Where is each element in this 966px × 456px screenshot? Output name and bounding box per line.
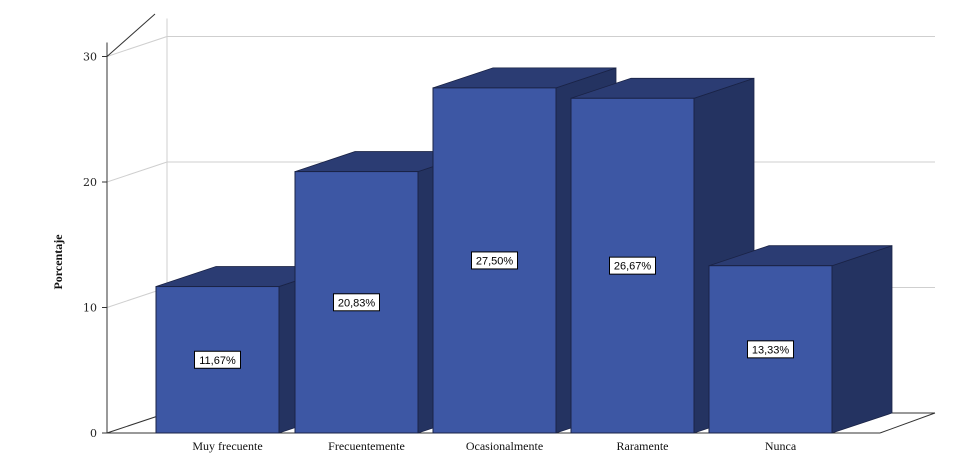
x-category-label: Raramente [617,439,669,453]
data-label: 11,67% [199,355,236,367]
data-label: 20,83% [338,297,376,309]
x-category-label: Muy frecuente [192,439,262,453]
y-tick-label: 20 [83,176,97,189]
y-tick-label: 0 [90,427,97,440]
data-label-box [609,256,656,275]
data-label-box [333,293,380,312]
grid-line-side [106,161,168,183]
data-label: 27,50% [476,255,514,267]
bars: 11,67% 20,83% 27,50% 26,67% 13,33% [155,67,893,434]
y-tick-label: 10 [83,302,97,315]
data-label-box [194,350,241,369]
y-tick-label: 30 [83,51,97,64]
y-axis-ticks: 0 10 20 30 [83,51,107,440]
bar: 13,33% [708,245,893,434]
bar-side-face [831,245,893,434]
floor-right-edge [879,412,936,434]
y-axis-label: Porcentaje [51,234,65,290]
top-diagonal [106,13,156,57]
x-axis-categories: Muy frecuente Frecuentemente Ocasionalment… [192,439,796,453]
data-label-box [747,340,794,359]
bar: 11,67% [155,265,340,434]
x-category-label: Ocasionalmente [466,439,543,453]
data-label: 13,33% [752,344,790,356]
data-label: 26,67% [614,261,652,273]
x-category-label: Nunca [765,439,797,453]
x-category-label: Frecuentemente [328,439,405,453]
grid-line-side [106,36,168,57]
data-label-box [471,251,518,270]
